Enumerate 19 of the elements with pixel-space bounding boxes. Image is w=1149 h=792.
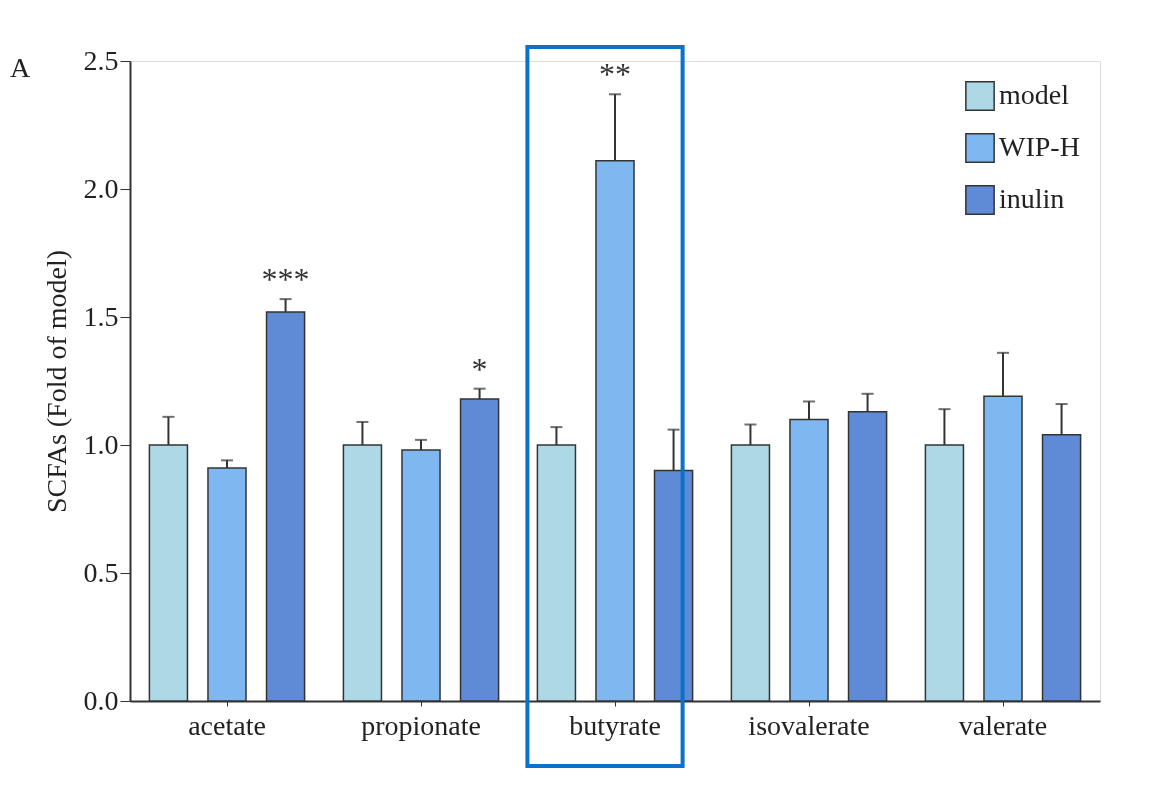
legend-label: inulin <box>999 183 1065 214</box>
annotation: *** <box>261 261 310 298</box>
y-axis-title: SCFAs (Fold of model) <box>40 249 72 514</box>
x-tick-label: valerate <box>958 709 1048 741</box>
x-tick-label: butyrate <box>569 709 661 741</box>
annotation: * <box>471 350 488 387</box>
y-tick-label: 2.5 <box>83 44 119 76</box>
y-tick-label: 2.0 <box>83 172 119 204</box>
legend-label: WIP-H <box>999 131 1080 162</box>
text: A <box>10 52 31 83</box>
y-tick-label: 0.5 <box>83 556 119 588</box>
x-tick-label: isovalerate <box>748 709 870 741</box>
annotation: ** <box>599 56 631 93</box>
x-tick-label: acetate <box>188 709 266 741</box>
y-tick-label: 0.0 <box>83 684 119 716</box>
y-tick-label: 1.0 <box>83 428 119 460</box>
x-tick-label: propionate <box>361 709 481 741</box>
y-tick-label: 1.5 <box>83 300 119 332</box>
legend-label: model <box>999 79 1070 110</box>
